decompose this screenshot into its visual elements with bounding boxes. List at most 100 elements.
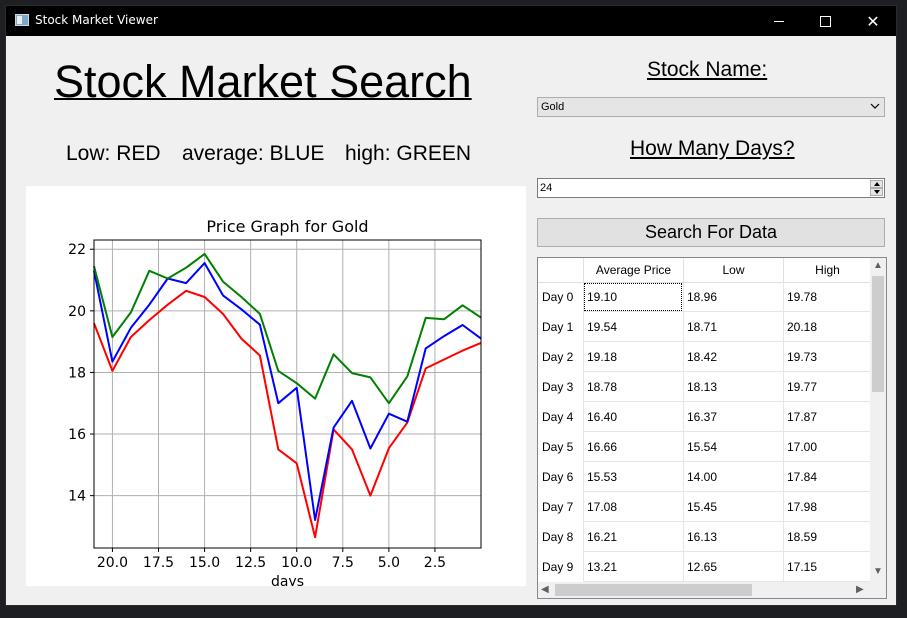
header-high[interactable]: High — [783, 258, 871, 282]
cell-high[interactable]: 17.00 — [783, 432, 871, 462]
cell-average-price[interactable]: 16.66 — [583, 432, 683, 462]
chart-title: Price Graph for Gold — [206, 217, 368, 236]
x-tick-label: 20.0 — [97, 555, 128, 571]
x-tick-label: 2.5 — [424, 555, 446, 571]
plot-frame — [93, 239, 482, 549]
table-row[interactable]: Day 5 16.66 15.54 17.00 — [538, 432, 871, 462]
close-icon: ✕ — [866, 11, 880, 31]
row-header[interactable]: Day 7 — [542, 500, 574, 514]
y-tick-label: 18 — [68, 365, 86, 381]
legend-low: Low: RED — [66, 142, 161, 165]
spin-down-button[interactable] — [870, 188, 883, 196]
row-header[interactable]: Day 9 — [542, 560, 574, 574]
spin-up-button[interactable] — [870, 180, 883, 188]
app-icon — [15, 14, 29, 26]
cell-average-price[interactable]: 19.54 — [583, 312, 683, 342]
cell-high[interactable]: 17.98 — [783, 492, 871, 522]
days-value: 24 — [540, 182, 553, 194]
cell-high[interactable]: 17.84 — [783, 462, 871, 492]
x-axis-label: days — [271, 574, 304, 586]
x-tick-label: 10.0 — [281, 555, 312, 571]
cell-low[interactable]: 16.13 — [683, 522, 783, 552]
table-row[interactable]: Day 9 13.21 12.65 17.15 — [538, 552, 871, 582]
scroll-right-icon[interactable]: ▶ — [856, 584, 864, 595]
legend-average: average: BLUE — [182, 142, 325, 165]
table-row[interactable]: Day 4 16.40 16.37 17.87 — [538, 402, 871, 432]
cell-average-price[interactable]: 17.08 — [583, 492, 683, 522]
series-line-0 — [93, 289, 482, 539]
cell-low[interactable]: 18.42 — [683, 342, 783, 372]
row-header[interactable]: Day 5 — [542, 440, 574, 454]
cell-low[interactable]: 12.65 — [683, 552, 783, 582]
cell-high[interactable]: 18.59 — [783, 522, 871, 552]
row-header[interactable]: Day 1 — [542, 320, 574, 334]
days-spinbox[interactable]: 24 — [537, 178, 885, 198]
stock-name-value: Gold — [541, 101, 565, 113]
cell-low[interactable]: 15.54 — [683, 432, 783, 462]
row-header[interactable]: Day 3 — [542, 380, 574, 394]
cell-average-price[interactable]: 13.21 — [583, 552, 683, 582]
table-row[interactable]: Day 3 18.78 18.13 19.77 — [538, 372, 871, 402]
horizontal-scroll-thumb[interactable] — [555, 584, 752, 596]
app-window: Stock Market Viewer ✕ Stock Market Searc… — [5, 5, 897, 606]
cell-average-price[interactable]: 19.10 — [583, 282, 683, 312]
window-title: Stock Market Viewer — [35, 13, 158, 27]
close-button[interactable]: ✕ — [850, 6, 896, 36]
vertical-scroll-thumb[interactable] — [872, 276, 884, 392]
table-corner[interactable] — [538, 258, 583, 282]
horizontal-scrollbar[interactable]: ◀ ▶ — [538, 582, 870, 598]
cell-high[interactable]: 19.73 — [783, 342, 871, 372]
cell-high[interactable]: 19.78 — [783, 282, 871, 312]
cell-average-price[interactable]: 15.53 — [583, 462, 683, 492]
scroll-left-icon[interactable]: ◀ — [541, 584, 549, 595]
row-header[interactable]: Day 8 — [542, 530, 574, 544]
table-header: Average Price Low High — [538, 258, 871, 283]
minimize-icon — [774, 20, 784, 22]
cell-low[interactable]: 18.96 — [683, 282, 783, 312]
cell-average-price[interactable]: 18.78 — [583, 372, 683, 402]
search-button[interactable]: Search For Data — [537, 218, 885, 247]
cell-low[interactable]: 16.37 — [683, 402, 783, 432]
row-header[interactable]: Day 0 — [542, 290, 574, 304]
row-header[interactable]: Day 6 — [542, 470, 574, 484]
legend-high: high: GREEN — [345, 142, 472, 165]
row-header[interactable]: Day 2 — [542, 350, 574, 364]
x-tick-label: 17.5 — [143, 555, 174, 571]
table-row[interactable]: Day 7 17.08 15.45 17.98 — [538, 492, 871, 522]
cell-high[interactable]: 17.15 — [783, 552, 871, 582]
header-low[interactable]: Low — [683, 258, 783, 282]
cell-average-price[interactable]: 16.40 — [583, 402, 683, 432]
maximize-button[interactable] — [802, 6, 848, 36]
table-row[interactable]: Day 8 16.21 16.13 18.59 — [538, 522, 871, 552]
stock-name-label: Stock Name: — [647, 58, 768, 81]
table-row[interactable]: Day 0 19.10 18.96 19.78 — [538, 282, 871, 312]
cell-high[interactable]: 19.77 — [783, 372, 871, 402]
days-label: How Many Days? — [630, 137, 795, 160]
title-bar[interactable]: Stock Market Viewer ✕ — [6, 6, 896, 36]
cell-low[interactable]: 14.00 — [683, 462, 783, 492]
scrollbar-corner — [870, 582, 886, 598]
cell-low[interactable]: 18.13 — [683, 372, 783, 402]
cell-average-price[interactable]: 16.21 — [583, 522, 683, 552]
row-header[interactable]: Day 4 — [542, 410, 574, 424]
vertical-scrollbar[interactable]: ▲ ▼ — [870, 258, 886, 582]
table-row[interactable]: Day 1 19.54 18.71 20.18 — [538, 312, 871, 342]
y-tick-label: 16 — [68, 427, 86, 443]
cell-low[interactable]: 18.71 — [683, 312, 783, 342]
table-row[interactable]: Day 6 15.53 14.00 17.84 — [538, 462, 871, 492]
table-row[interactable]: Day 2 19.18 18.42 19.73 — [538, 342, 871, 372]
cell-high[interactable]: 17.87 — [783, 402, 871, 432]
scroll-down-icon[interactable]: ▼ — [873, 566, 883, 577]
stock-name-select[interactable]: Gold — [537, 97, 885, 117]
x-tick-label: 15.0 — [189, 555, 220, 571]
cell-high[interactable]: 20.18 — [783, 312, 871, 342]
y-tick-label: 14 — [68, 489, 86, 505]
cell-average-price[interactable]: 19.18 — [583, 342, 683, 372]
minimize-button[interactable] — [756, 6, 802, 36]
y-tick-label: 22 — [68, 242, 86, 258]
maximize-icon — [819, 15, 831, 27]
scroll-up-icon[interactable]: ▲ — [873, 260, 883, 271]
header-average-price[interactable]: Average Price — [583, 258, 683, 282]
cell-low[interactable]: 15.45 — [683, 492, 783, 522]
page-title: Stock Market Search — [54, 56, 472, 107]
